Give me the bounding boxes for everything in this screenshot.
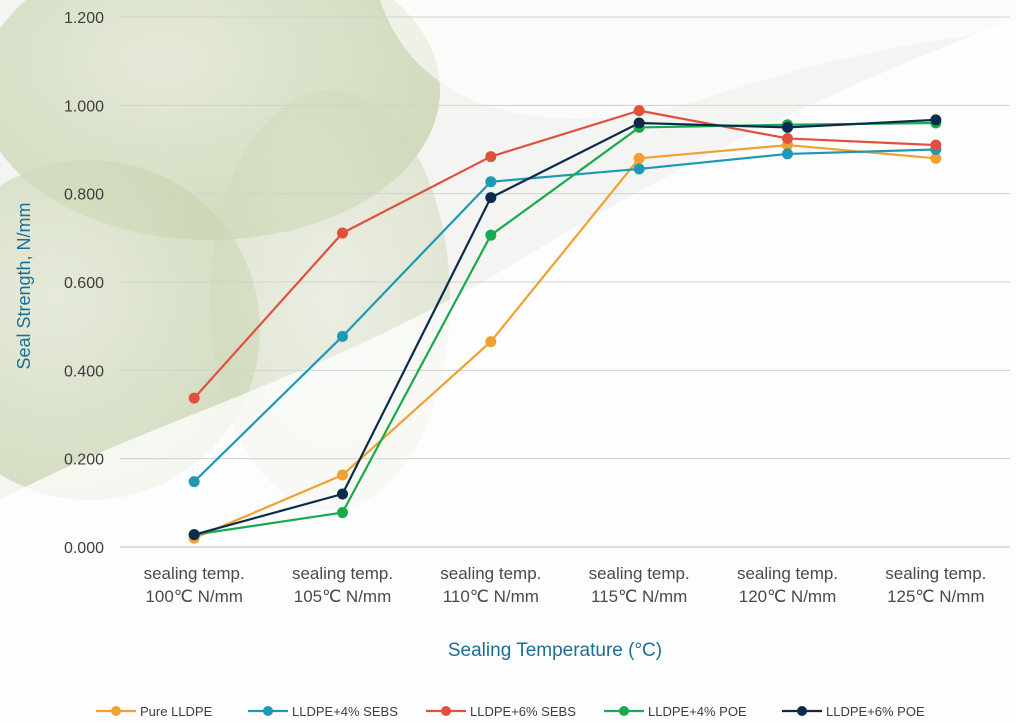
legend-marker (111, 706, 121, 716)
data-point (485, 151, 496, 162)
x-axis-title: Sealing Temperature (°C) (448, 640, 662, 661)
data-point (189, 476, 200, 487)
legend-label: LLDPE+4% SEBS (292, 704, 398, 719)
x-tick-label: sealing temp. 115℃ N/mm (589, 564, 690, 606)
data-point (634, 118, 645, 129)
legend-item: LLDPE+4% POE (604, 704, 747, 719)
legend-item: Pure LLDPE (96, 704, 213, 719)
legend-label: LLDPE+6% POE (826, 704, 925, 719)
y-axis-title: Seal Strength, N/mm (14, 202, 34, 369)
y-tick-label: 1.200 (64, 10, 104, 27)
series-line (194, 150, 936, 482)
y-axis-ticks: 0.000 0.200 0.400 0.600 0.800 1.000 1.200 (64, 10, 104, 557)
data-point (337, 507, 348, 518)
legend-marker (263, 706, 273, 716)
legend-marker (619, 706, 629, 716)
legend-label: LLDPE+6% SEBS (470, 704, 576, 719)
legend-item: LLDPE+6% SEBS (426, 704, 576, 719)
series-line (194, 123, 936, 535)
data-point (189, 529, 200, 540)
data-point (782, 133, 793, 144)
x-tick-label: sealing temp. 100℃ N/mm (144, 564, 245, 606)
legend-label: Pure LLDPE (140, 704, 213, 719)
x-tick-label: sealing temp. 120℃ N/mm (737, 564, 838, 606)
y-tick-label: 0.400 (64, 363, 104, 380)
data-point (485, 336, 496, 347)
series-lines (194, 111, 936, 539)
data-point (485, 230, 496, 241)
gridlines (120, 17, 1010, 547)
legend-marker (441, 706, 451, 716)
y-tick-label: 0.800 (64, 187, 104, 204)
legend-marker (797, 706, 807, 716)
legend-item: LLDPE+6% POE (782, 704, 925, 719)
data-point (930, 140, 941, 151)
x-tick-label: sealing temp. 125℃ N/mm (885, 564, 986, 606)
series-line (194, 145, 936, 538)
series-points (189, 105, 942, 544)
data-point (930, 114, 941, 125)
y-tick-label: 0.200 (64, 452, 104, 469)
data-point (485, 176, 496, 187)
data-point (782, 122, 793, 133)
legend-item: LLDPE+4% SEBS (248, 704, 398, 719)
data-point (634, 105, 645, 116)
data-point (634, 153, 645, 164)
data-point (337, 331, 348, 342)
y-tick-label: 1.000 (64, 98, 104, 115)
data-point (337, 470, 348, 481)
data-point (337, 489, 348, 500)
data-point (189, 393, 200, 404)
data-point (337, 227, 348, 238)
y-tick-label: 0.600 (64, 275, 104, 292)
legend: Pure LLDPE LLDPE+4% SEBS LLDPE+6% SEBS LLDP… (96, 704, 925, 719)
legend-label: LLDPE+4% POE (648, 704, 747, 719)
x-tick-label: sealing temp. 110℃ N/mm (440, 564, 541, 606)
data-point (782, 148, 793, 159)
x-axis-ticks: sealing temp. 100℃ N/mm sealing temp. 105℃ … (144, 564, 987, 606)
x-tick-label: sealing temp. 105℃ N/mm (292, 564, 393, 606)
y-tick-label: 0.000 (64, 540, 104, 557)
data-point (485, 192, 496, 203)
data-point (634, 163, 645, 174)
